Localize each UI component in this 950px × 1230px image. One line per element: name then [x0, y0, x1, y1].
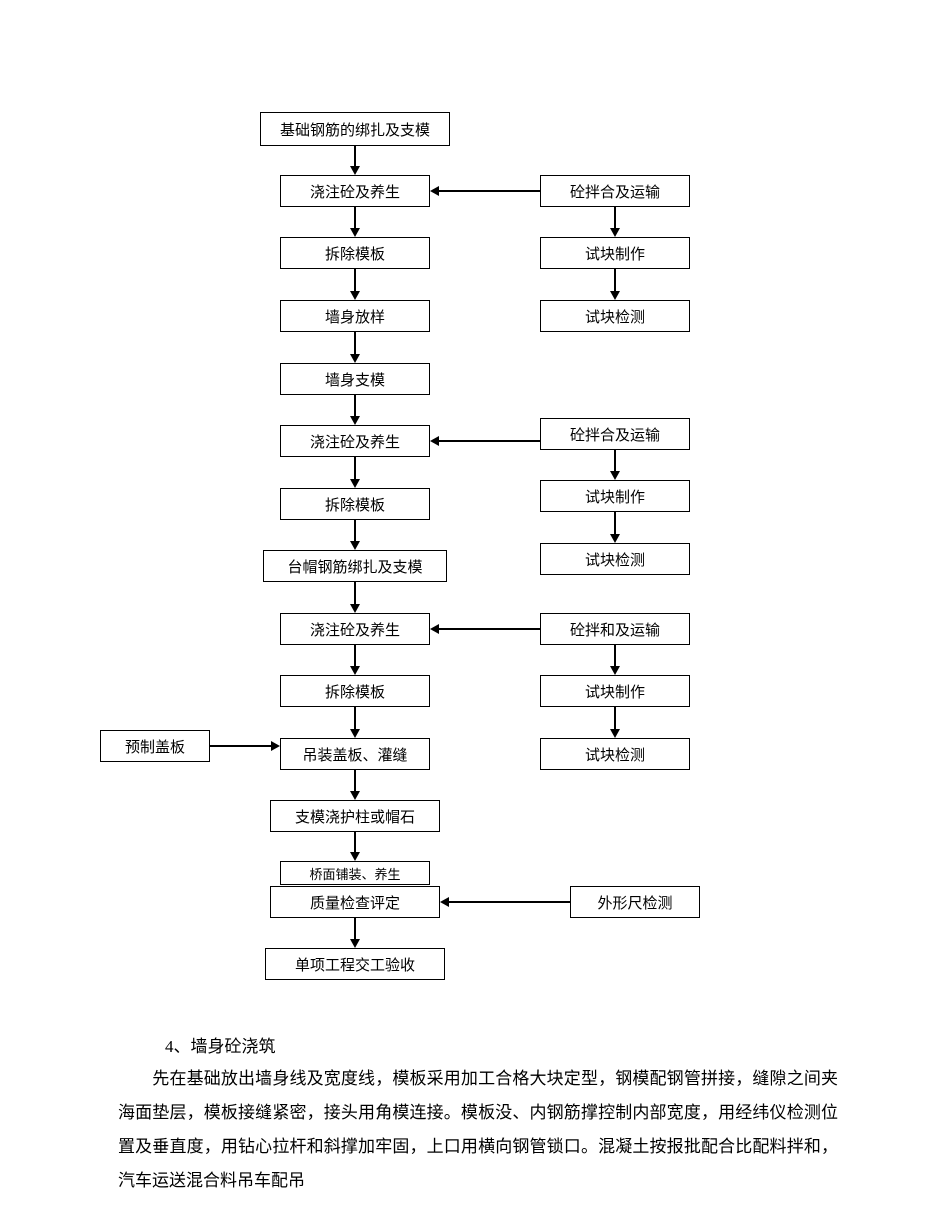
- arrow-head-icon: [610, 534, 620, 543]
- edge-line: [439, 628, 540, 630]
- arrow-head-icon: [271, 741, 280, 751]
- paragraph: 先在基础放出墙身线及宽度线，模板采用加工合格大块定型，钢模配钢管拼接，缝隙之间夹…: [118, 1062, 838, 1198]
- flow-node: 墙身放样: [280, 300, 430, 332]
- edge-line: [354, 395, 356, 417]
- flow-node: 浇注砼及养生: [280, 175, 430, 207]
- arrow-head-icon: [350, 291, 360, 300]
- arrow-head-icon: [430, 624, 439, 634]
- flow-node: 外形尺检测: [570, 886, 700, 918]
- flow-node: 拆除模板: [280, 237, 430, 269]
- arrow-head-icon: [350, 666, 360, 675]
- edge-line: [354, 645, 356, 667]
- arrow-head-icon: [350, 228, 360, 237]
- flow-node: 桥面铺装、养生: [280, 861, 430, 885]
- arrow-head-icon: [610, 291, 620, 300]
- edge-line: [354, 707, 356, 730]
- edge-line: [439, 440, 540, 442]
- flow-node: 吊装盖板、灌缝: [280, 738, 430, 770]
- arrow-head-icon: [430, 436, 439, 446]
- edge-line: [354, 918, 356, 940]
- flow-node: 台帽钢筋绑扎及支模: [263, 550, 447, 582]
- arrow-head-icon: [610, 666, 620, 675]
- arrow-head-icon: [350, 852, 360, 861]
- arrow-head-icon: [350, 354, 360, 363]
- edge-line: [354, 146, 356, 167]
- edge-line: [354, 582, 356, 605]
- edge-line: [354, 207, 356, 229]
- flow-node: 试块制作: [540, 237, 690, 269]
- arrow-head-icon: [610, 729, 620, 738]
- arrow-head-icon: [610, 228, 620, 237]
- flow-node: 砼拌合及运输: [540, 175, 690, 207]
- flow-node: 浇注砼及养生: [280, 613, 430, 645]
- flow-node: 单项工程交工验收: [265, 948, 445, 980]
- arrow-head-icon: [350, 479, 360, 488]
- page-canvas: { "flowchart": { "type": "flowchart", "b…: [0, 0, 950, 1230]
- flow-node: 试块制作: [540, 675, 690, 707]
- edge-line: [354, 770, 356, 792]
- arrow-head-icon: [350, 416, 360, 425]
- flow-node: 墙身支模: [280, 363, 430, 395]
- flow-node: 拆除模板: [280, 675, 430, 707]
- flow-node: 试块检测: [540, 300, 690, 332]
- edge-line: [614, 269, 616, 292]
- flow-node: 试块制作: [540, 480, 690, 512]
- edge-line: [354, 332, 356, 355]
- edge-line: [614, 207, 616, 229]
- edge-line: [614, 707, 616, 730]
- flow-node: 试块检测: [540, 738, 690, 770]
- edge-line: [614, 645, 616, 667]
- flow-node: 砼拌合及运输: [540, 418, 690, 450]
- edge-line: [614, 512, 616, 535]
- edge-line: [354, 832, 356, 853]
- arrow-head-icon: [350, 604, 360, 613]
- flow-node: 基础钢筋的绑扎及支模: [260, 112, 450, 146]
- flow-node: 预制盖板: [100, 730, 210, 762]
- flow-node: 浇注砼及养生: [280, 425, 430, 457]
- edge-line: [614, 450, 616, 472]
- arrow-head-icon: [350, 729, 360, 738]
- arrow-head-icon: [350, 166, 360, 175]
- flow-node: 质量检查评定: [270, 886, 440, 918]
- flow-node: 试块检测: [540, 543, 690, 575]
- flow-node: 支模浇护柱或帽石: [270, 800, 440, 832]
- flow-node: 砼拌和及运输: [540, 613, 690, 645]
- arrow-head-icon: [350, 541, 360, 550]
- arrow-head-icon: [610, 471, 620, 480]
- edge-line: [354, 520, 356, 542]
- arrow-head-icon: [350, 791, 360, 800]
- arrow-head-icon: [430, 186, 439, 196]
- edge-line: [354, 269, 356, 292]
- section-title-text: 4、墙身砼浇筑: [165, 1037, 276, 1056]
- edge-line: [449, 901, 570, 903]
- section-title: 4、墙身砼浇筑: [165, 1030, 885, 1064]
- arrow-head-icon: [350, 939, 360, 948]
- edge-line: [439, 190, 540, 192]
- arrow-head-icon: [440, 897, 449, 907]
- edge-line: [210, 745, 271, 747]
- flow-node: 拆除模板: [280, 488, 430, 520]
- edge-line: [354, 457, 356, 480]
